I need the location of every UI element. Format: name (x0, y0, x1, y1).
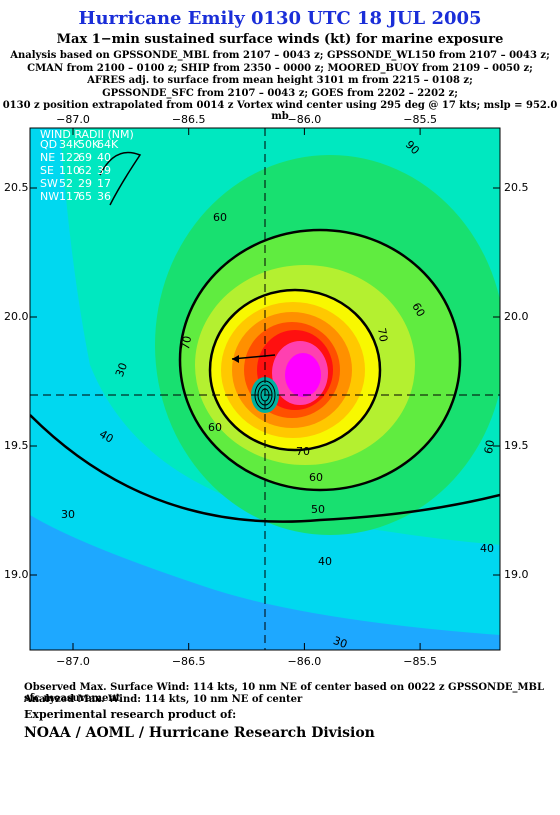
contour-label: 60 (309, 471, 323, 484)
contour-label: 30 (113, 361, 130, 379)
radii-cell: 62 (78, 164, 92, 177)
x-tick-label: −85.5 (403, 655, 437, 668)
radii-cell: 117 (59, 190, 80, 203)
contour-label: 70 (375, 327, 390, 343)
contour-label: 70 (296, 445, 310, 458)
radii-header: 34K (59, 138, 81, 151)
radii-cell: SE (40, 164, 54, 177)
radii-cell: 29 (78, 177, 92, 190)
contour-label: 60 (213, 211, 227, 224)
contour-label: 40 (97, 427, 116, 445)
radii-cell: 110 (59, 164, 80, 177)
radii-title: WIND RADII (NM) (40, 128, 134, 141)
contour-label: 60 (208, 421, 222, 434)
x-tick-label: −85.5 (403, 115, 437, 126)
y-tick-label: 19.5 (504, 439, 529, 452)
y-tick-label: 19.0 (4, 568, 29, 581)
radii-header: 64K (97, 138, 119, 151)
radii-cell: SW (40, 177, 58, 190)
y-tick-label: 20.0 (4, 310, 29, 323)
contour-label: 30 (331, 634, 349, 651)
contour-label: 50 (311, 503, 325, 516)
radii-cell: NW (40, 190, 59, 203)
radii-header: QD (40, 138, 57, 151)
y-tick-label: 20.5 (4, 181, 29, 194)
radii-cell: 17 (97, 177, 111, 190)
radii-cell: 39 (97, 164, 111, 177)
subtitle: Max 1−min sustained surface winds (kt) f… (56, 32, 504, 47)
radii-cell: 40 (97, 151, 111, 164)
y-tick-label: 20.5 (504, 181, 529, 194)
radii-cell: 36 (97, 190, 111, 203)
footer-line: Observed Max. Surface Wind: 114 kts, 10 … (24, 682, 545, 704)
contour-label: 60 (409, 300, 427, 319)
x-tick-label: −86.0 (288, 655, 322, 668)
radii-header: 50K (78, 138, 100, 151)
contour-label: 30 (61, 508, 75, 521)
radii-cell: 65 (78, 190, 92, 203)
x-tick-label: −86.5 (172, 655, 206, 668)
footer-line: Experimental research product of: (24, 708, 237, 721)
contour-label: 70 (179, 335, 194, 351)
title: Hurricane Emily 0130 UTC 18 JUL 2005 (78, 8, 482, 29)
contour-label: 40 (480, 542, 494, 555)
contour-label: 60 (482, 439, 497, 455)
y-tick-label: 20.0 (504, 310, 529, 323)
x-tick-label: −86.5 (172, 115, 206, 126)
wind-field (30, 128, 500, 650)
header-line: AFRES adj. to surface from mean height 3… (87, 75, 473, 86)
radii-cell: 69 (78, 151, 92, 164)
header-line: 0130 z position extrapolated from 0014 z… (2, 100, 558, 122)
credit: NOAA / AOML / Hurricane Research Divisio… (24, 725, 375, 741)
y-tick-label: 19.5 (4, 439, 29, 452)
contour-label: 40 (318, 555, 332, 568)
radii-cell: NE (40, 151, 55, 164)
x-tick-label: −87.0 (56, 115, 90, 126)
header-line: GPSSONDE_SFC from 2107 – 0043 z; GOES fr… (102, 87, 458, 99)
y-tick-label: 19.0 (504, 568, 529, 581)
header-line: CMAN from 2100 – 0100 z; SHIP from 2350 … (27, 62, 533, 74)
footer-line: Analyzed Max. Wind: 114 kts, 10 nm NE of… (24, 694, 303, 705)
radii-cell: 122 (59, 151, 80, 164)
header-line: Analysis based on GPSSONDE_MBL from 2107… (10, 50, 550, 61)
radii-cell: 52 (59, 177, 73, 190)
x-tick-label: −87.0 (56, 655, 90, 668)
x-tick-label: −86.0 (288, 115, 322, 126)
